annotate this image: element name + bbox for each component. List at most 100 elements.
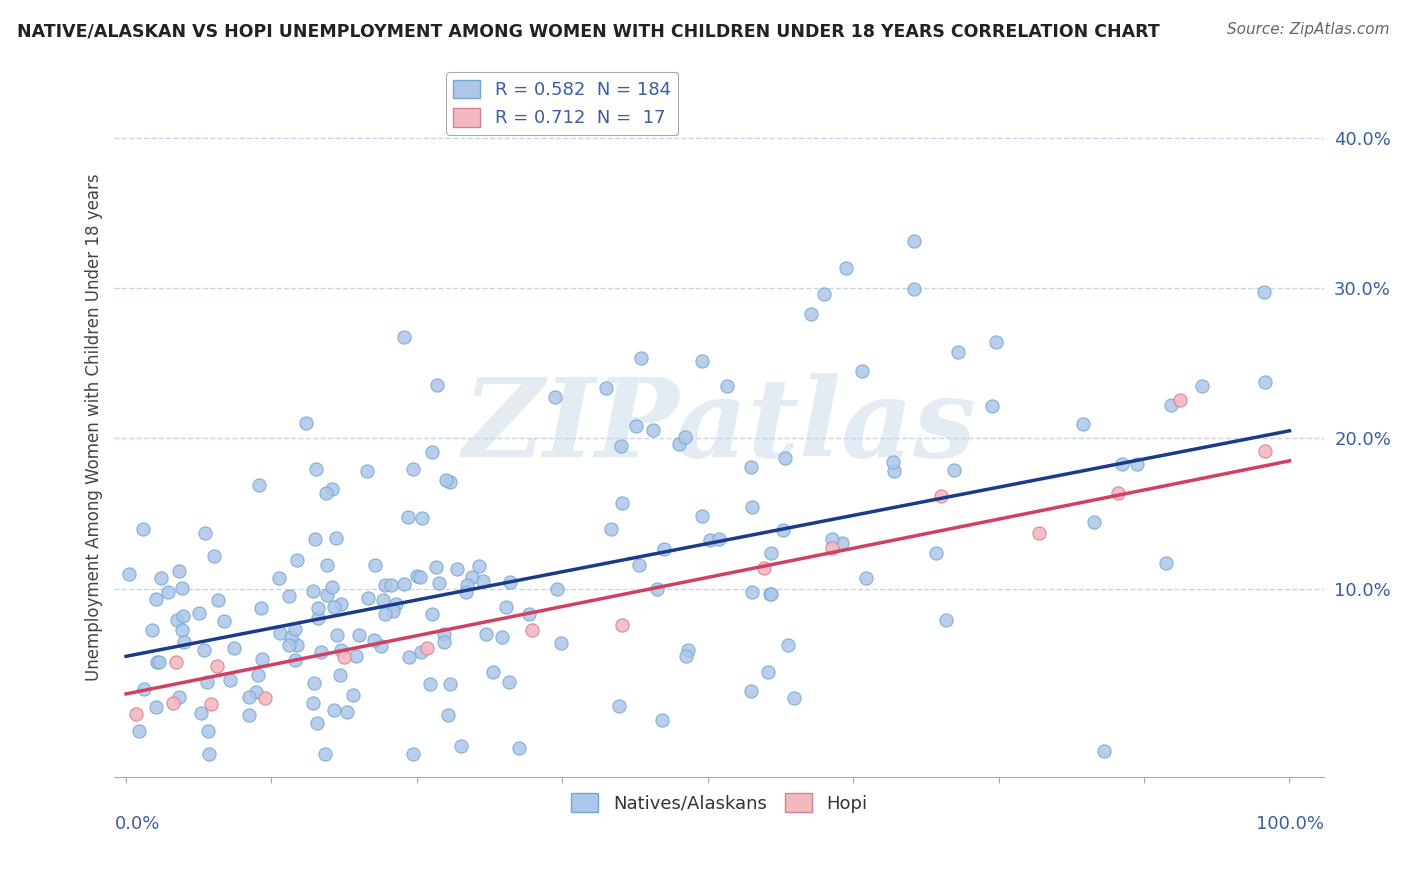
- Point: [495, 599, 517, 614]
- Point: [831, 535, 853, 549]
- Point: [330, 597, 353, 611]
- Point: [425, 560, 447, 574]
- Point: [759, 587, 782, 601]
- Point: [323, 702, 346, 716]
- Point: [245, 685, 267, 699]
- Point: [520, 623, 543, 637]
- Point: [250, 652, 273, 666]
- Point: [333, 650, 356, 665]
- Point: [314, 747, 336, 761]
- Point: [673, 430, 696, 444]
- Point: [156, 585, 179, 599]
- Point: [835, 261, 858, 276]
- Point: [363, 558, 385, 573]
- Point: [172, 609, 194, 624]
- Point: [356, 464, 378, 478]
- Point: [741, 584, 763, 599]
- Point: [194, 526, 217, 541]
- Point: [280, 630, 302, 644]
- Point: [690, 509, 713, 524]
- Point: [439, 475, 461, 489]
- Point: [344, 648, 367, 663]
- Point: [165, 655, 187, 669]
- Point: [169, 564, 191, 578]
- Text: 0.0%: 0.0%: [114, 815, 160, 833]
- Point: [305, 462, 328, 476]
- Point: [285, 638, 308, 652]
- Point: [1191, 379, 1213, 393]
- Point: [398, 650, 420, 665]
- Point: [471, 574, 494, 589]
- Point: [302, 583, 325, 598]
- Point: [420, 607, 443, 622]
- Point: [188, 607, 211, 621]
- Point: [219, 673, 242, 688]
- Point: [169, 690, 191, 705]
- Point: [1028, 525, 1050, 540]
- Point: [198, 747, 221, 761]
- Point: [385, 597, 408, 611]
- Point: [125, 706, 148, 721]
- Point: [329, 643, 352, 657]
- Point: [321, 580, 343, 594]
- Point: [499, 574, 522, 589]
- Point: [401, 462, 423, 476]
- Point: [202, 549, 225, 564]
- Point: [716, 378, 738, 392]
- Point: [392, 330, 415, 344]
- Point: [1126, 457, 1149, 471]
- Point: [326, 627, 349, 641]
- Point: [419, 677, 441, 691]
- Point: [454, 584, 477, 599]
- Point: [173, 635, 195, 649]
- Point: [277, 638, 299, 652]
- Point: [426, 377, 449, 392]
- Point: [284, 653, 307, 667]
- Point: [1254, 444, 1277, 458]
- Point: [193, 642, 215, 657]
- Point: [402, 747, 425, 761]
- Point: [652, 542, 675, 557]
- Point: [197, 723, 219, 738]
- Point: [946, 344, 969, 359]
- Point: [903, 282, 925, 296]
- Point: [329, 668, 352, 682]
- Point: [446, 562, 468, 576]
- Point: [456, 578, 478, 592]
- Point: [269, 626, 291, 640]
- Point: [363, 632, 385, 647]
- Point: [195, 675, 218, 690]
- Point: [855, 571, 877, 585]
- Point: [699, 533, 721, 548]
- Point: [238, 690, 260, 704]
- Point: [315, 558, 337, 573]
- Point: [800, 307, 823, 321]
- Point: [1168, 392, 1191, 407]
- Point: [172, 581, 194, 595]
- Point: [370, 639, 392, 653]
- Point: [222, 640, 245, 655]
- Point: [374, 607, 396, 621]
- Point: [675, 648, 697, 663]
- Point: [322, 600, 344, 615]
- Point: [148, 655, 170, 669]
- Point: [498, 675, 520, 690]
- Point: [214, 614, 236, 628]
- Point: [474, 627, 496, 641]
- Point: [610, 618, 633, 632]
- Point: [1253, 285, 1275, 300]
- Point: [517, 607, 540, 621]
- Point: [813, 287, 835, 301]
- Point: [903, 234, 925, 248]
- Point: [321, 482, 343, 496]
- Point: [190, 706, 212, 720]
- Point: [411, 511, 433, 525]
- Text: ZIPatlas: ZIPatlas: [463, 373, 976, 481]
- Point: [409, 645, 432, 659]
- Point: [373, 592, 395, 607]
- Text: Source: ZipAtlas.com: Source: ZipAtlas.com: [1226, 22, 1389, 37]
- Point: [600, 522, 623, 536]
- Point: [396, 509, 419, 524]
- Point: [315, 588, 337, 602]
- Point: [307, 610, 329, 624]
